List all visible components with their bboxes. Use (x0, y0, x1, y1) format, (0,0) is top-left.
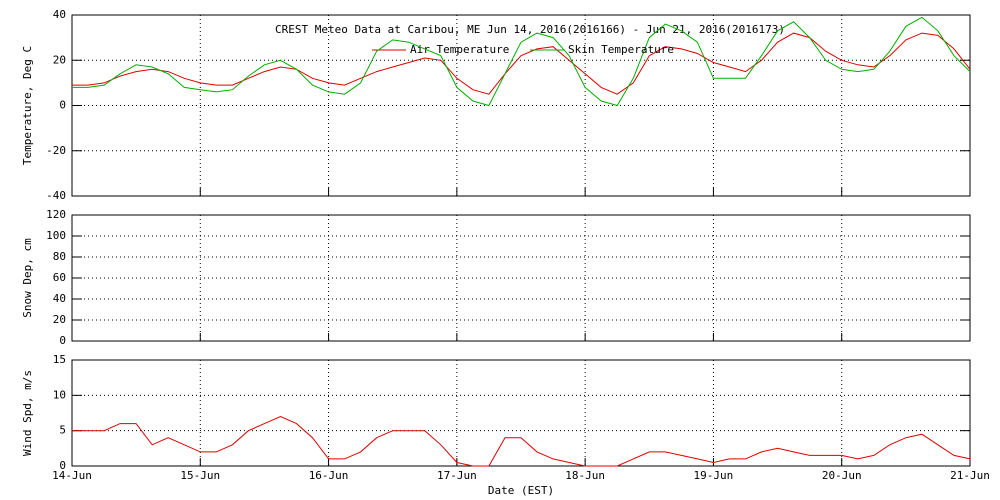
data-line (72, 16, 971, 107)
y-axis-label: Snow Dep, cm (21, 238, 34, 318)
y-tick-label: -40 (46, 189, 66, 202)
chart-title: CREST Meteo Data at Caribou, ME Jun 14, … (275, 23, 785, 36)
x-tick-label: 16-Jun (309, 469, 349, 482)
y-tick-label: 40 (53, 8, 66, 21)
y-tick-label: 0 (59, 334, 66, 347)
y-tick-label: 20 (53, 53, 66, 66)
y-axis-label: Temperature, Deg C (21, 46, 34, 165)
legend-label: Air Temperature (410, 43, 509, 56)
x-tick-label: 17-Jun (437, 469, 477, 482)
x-tick-label: 19-Jun (694, 469, 734, 482)
data-line (72, 415, 971, 467)
data-line (72, 32, 971, 95)
y-tick-label: 120 (46, 208, 66, 221)
y-tick-label: 5 (59, 424, 66, 437)
y-tick-label: 40 (53, 292, 66, 305)
y-tick-label: 15 (53, 353, 66, 366)
x-tick-label: 18-Jun (565, 469, 605, 482)
y-tick-label: 0 (59, 459, 66, 472)
y-tick-label: 100 (46, 229, 66, 242)
y-axis-label: Wind Spd, m/s (21, 370, 34, 456)
y-tick-label: 0 (59, 99, 66, 112)
x-tick-label: 20-Jun (822, 469, 862, 482)
y-tick-label: 80 (53, 250, 66, 263)
x-tick-label: 15-Jun (180, 469, 220, 482)
y-tick-label: 20 (53, 313, 66, 326)
x-axis-label: Date (EST) (488, 484, 554, 497)
x-tick-label: 14-Jun (52, 469, 92, 482)
plot-frame (71, 359, 971, 467)
y-tick-label: 60 (53, 271, 66, 284)
y-tick-label: -20 (46, 144, 66, 157)
x-tick-label: 21-Jun (950, 469, 990, 482)
y-tick-label: 10 (53, 388, 66, 401)
legend-label: Skin Temperature (568, 43, 674, 56)
